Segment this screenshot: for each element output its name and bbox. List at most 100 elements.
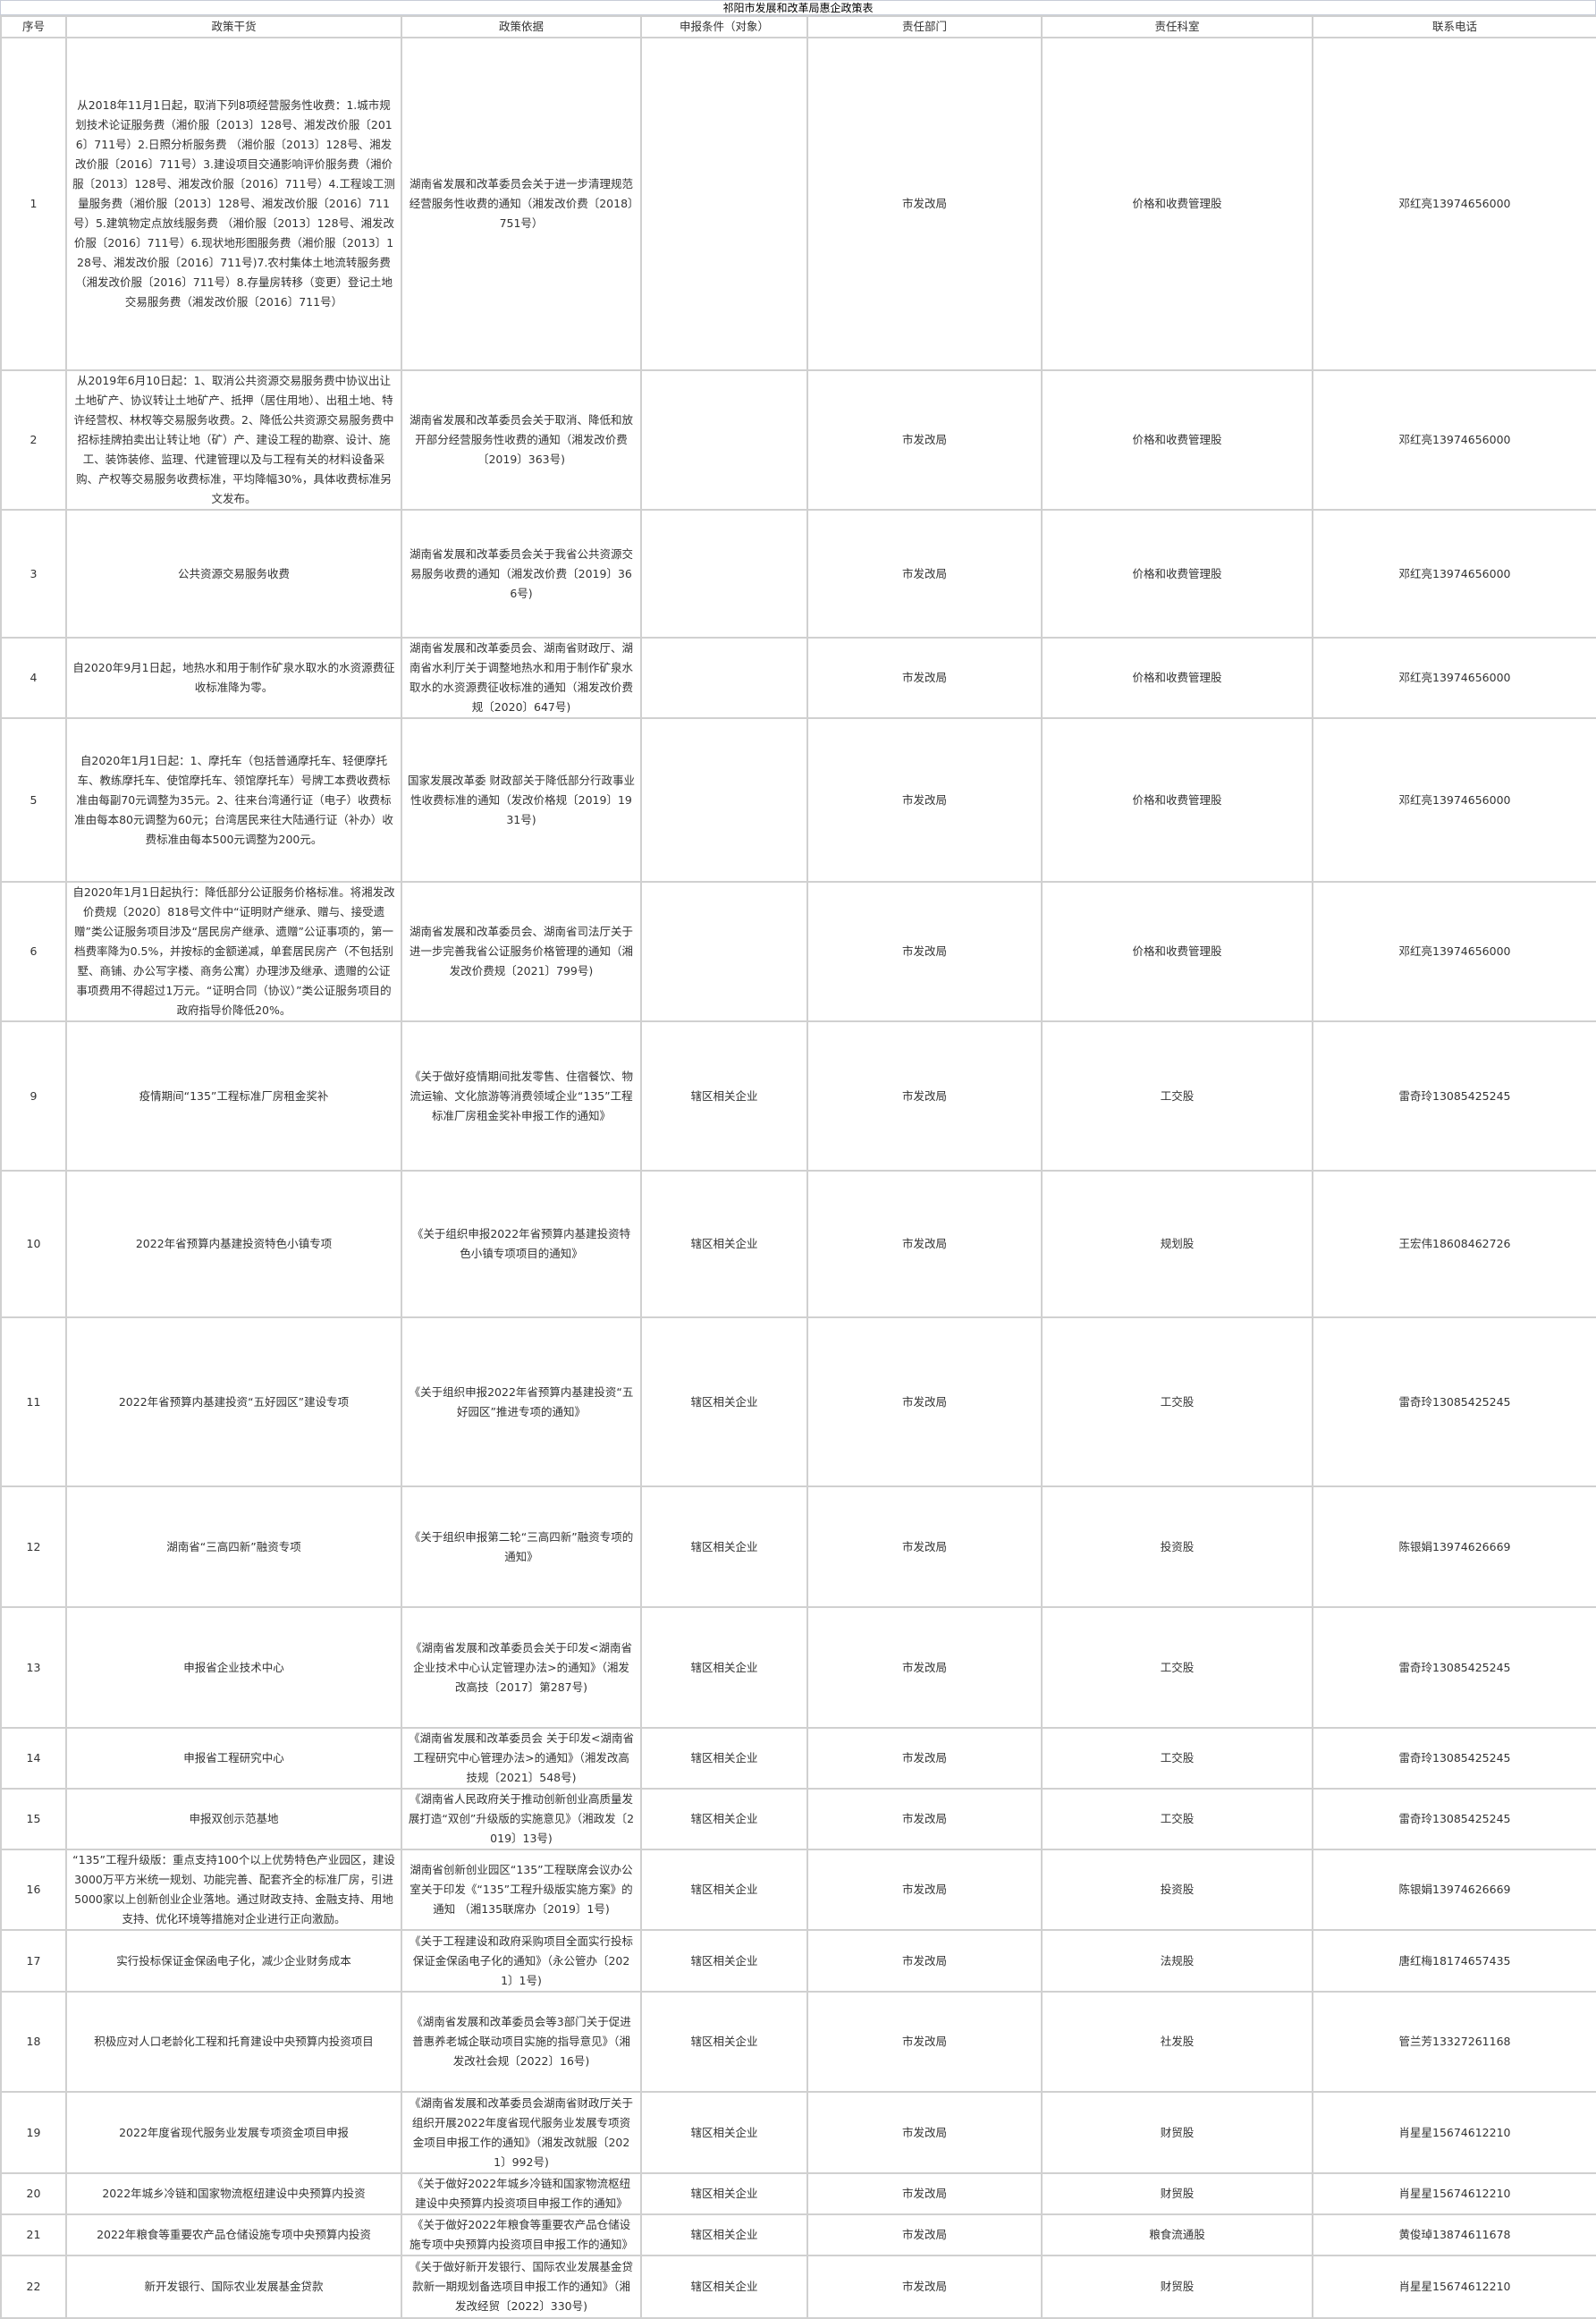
cell-content: 自2020年1月1日起执行：降低部分公证服务价格标准。将湘发改价费规〔2020〕… xyxy=(65,881,402,1022)
cell-basis: 《湖南省发展和改革委员会等3部门关于促进普惠养老城企联动项目实施的指导意见》（湘… xyxy=(401,1991,642,2093)
cell-office: 工交股 xyxy=(1041,1316,1313,1487)
cell-phone: 管兰芳13327261168 xyxy=(1312,1991,1596,2093)
cell-phone: 陈银娟13974626669 xyxy=(1312,1485,1596,1608)
cell-target xyxy=(640,717,808,883)
cell-dept: 市发改局 xyxy=(806,2213,1043,2256)
cell-dept: 市发改局 xyxy=(806,2172,1043,2215)
table-row: 21 2022年粮食等重要农产品仓储设施专项中央预算内投资 《关于做好2022年粮食… xyxy=(0,2213,1596,2256)
cell-phone: 肖星星15674612210 xyxy=(1312,2255,1596,2319)
cell-phone: 雷奇玲13085425245 xyxy=(1312,1788,1596,1850)
table-row: 19 2022年度省现代服务业发展专项资金项目申报 《湖南省发展和改革委员会湖南省财… xyxy=(0,2091,1596,2174)
cell-target xyxy=(640,881,808,1022)
cell-target: 辖区相关企业 xyxy=(640,1316,808,1487)
cell-target: 辖区相关企业 xyxy=(640,1606,808,1729)
cell-no: 19 xyxy=(0,2091,67,2174)
cell-office: 财贸股 xyxy=(1041,2255,1313,2319)
cell-content: 2022年城乡冷链和国家物流枢纽建设中央预算内投资 xyxy=(65,2172,402,2215)
header-phone: 联系电话 xyxy=(1312,15,1596,38)
cell-content: 2022年粮食等重要农产品仓储设施专项中央预算内投资 xyxy=(65,2213,402,2256)
cell-target: 辖区相关企业 xyxy=(640,1991,808,2093)
cell-no: 6 xyxy=(0,881,67,1022)
cell-basis: 湖南省发展和改革委员会、湖南省财政厅、湖南省水利厅关于调整地热水和用于制作矿泉水… xyxy=(401,637,642,719)
cell-office: 规划股 xyxy=(1041,1170,1313,1318)
cell-basis: 《关于组织申报第二轮“三高四新”融资专项的通知》 xyxy=(401,1485,642,1608)
cell-basis: 《关于组织申报2022年省预算内基建投资“五好园区”推进专项的通知》 xyxy=(401,1316,642,1487)
cell-office: 财贸股 xyxy=(1041,2091,1313,2174)
cell-phone: 雷奇玲13085425245 xyxy=(1312,1606,1596,1729)
cell-target: 辖区相关企业 xyxy=(640,2091,808,2174)
table-title: 祁阳市发展和改革局惠企政策表 xyxy=(0,0,1596,15)
cell-basis: 湖南省发展和改革委员会关于进一步清理规范经营服务性收费的通知（湘发改价费〔201… xyxy=(401,37,642,371)
cell-basis: 《湖南省发展和改革委员会关于印发<湖南省企业技术中心认定管理办法>的通知》（湘发… xyxy=(401,1606,642,1729)
cell-target: 辖区相关企业 xyxy=(640,1170,808,1318)
cell-content: 2022年度省现代服务业发展专项资金项目申报 xyxy=(65,2091,402,2174)
cell-phone: 黄俊琸13874611678 xyxy=(1312,2213,1596,2256)
table-row: 22 新开发银行、国际农业发展基金贷款 《关于做好新开发银行、国际农业发展基金贷款新… xyxy=(0,2255,1596,2319)
header-content: 政策干货 xyxy=(65,15,402,38)
cell-basis: 湖南省发展和改革委员会、湖南省司法厅关于进一步完善我省公证服务价格管理的通知（湘… xyxy=(401,881,642,1022)
cell-office: 财贸股 xyxy=(1041,2172,1313,2215)
cell-no: 11 xyxy=(0,1316,67,1487)
cell-dept: 市发改局 xyxy=(806,1606,1043,1729)
cell-office: 工交股 xyxy=(1041,1606,1313,1729)
table-row: 11 2022年省预算内基建投资“五好园区”建设专项 《关于组织申报2022年省预算… xyxy=(0,1316,1596,1487)
cell-basis: 《关于组织申报2022年省预算内基建投资特色小镇专项项目的通知》 xyxy=(401,1170,642,1318)
cell-no: 4 xyxy=(0,637,67,719)
header-basis: 政策依据 xyxy=(401,15,642,38)
cell-phone: 肖星星15674612210 xyxy=(1312,2172,1596,2215)
cell-dept: 市发改局 xyxy=(806,881,1043,1022)
cell-content: 实行投标保证金保函电子化，减少企业财务成本 xyxy=(65,1929,402,1993)
cell-basis: 《湖南省发展和改革委员会湖南省财政厅关于组织开展2022年度省现代服务业发展专项… xyxy=(401,2091,642,2174)
table-row: 14 申报省工程研究中心 《湖南省发展和改革委员会 关于印发<湖南省工程研究中心管理… xyxy=(0,1727,1596,1790)
cell-office: 社发股 xyxy=(1041,1991,1313,2093)
cell-phone: 雷奇玲13085425245 xyxy=(1312,1727,1596,1790)
cell-target: 辖区相关企业 xyxy=(640,1929,808,1993)
cell-content: 新开发银行、国际农业发展基金贷款 xyxy=(65,2255,402,2319)
cell-no: 16 xyxy=(0,1849,67,1931)
cell-phone: 邓红亮13974656000 xyxy=(1312,717,1596,883)
header-no: 序号 xyxy=(0,15,67,38)
table-row: 12 湖南省“三高四新”融资专项 《关于组织申报第二轮“三高四新”融资专项的通知》辖… xyxy=(0,1485,1596,1608)
cell-dept: 市发改局 xyxy=(806,509,1043,639)
cell-target xyxy=(640,37,808,371)
cell-content: 从2018年11月1日起，取消下列8项经营服务性收费：1.城市规划技术论证服务费… xyxy=(65,37,402,371)
cell-basis: 《关于做好2022年城乡冷链和国家物流枢纽建设中央预算内投资项目申报工作的通知》 xyxy=(401,2172,642,2215)
cell-no: 10 xyxy=(0,1170,67,1318)
cell-no: 20 xyxy=(0,2172,67,2215)
table-row: 17 实行投标保证金保函电子化，减少企业财务成本 《关于工程建设和政府采购项目全面实… xyxy=(0,1929,1596,1993)
cell-content: “135”工程升级版：重点支持100个以上优势特色产业园区，建设3000万平方米… xyxy=(65,1849,402,1931)
cell-office: 法规股 xyxy=(1041,1929,1313,1993)
table-row: 9 疫情期间“135”工程标准厂房租金奖补 《关于做好疫情期间批发零售、住宿餐饮、物… xyxy=(0,1020,1596,1172)
cell-target: 辖区相关企业 xyxy=(640,1020,808,1172)
cell-target xyxy=(640,637,808,719)
cell-phone: 邓红亮13974656000 xyxy=(1312,37,1596,371)
cell-no: 3 xyxy=(0,509,67,639)
cell-office: 工交股 xyxy=(1041,1727,1313,1790)
cell-basis: 湖南省发展和改革委员会关于我省公共资源交易服务收费的通知（湘发改价费〔2019〕… xyxy=(401,509,642,639)
cell-content: 积极应对人口老龄化工程和托育建设中央预算内投资项目 xyxy=(65,1991,402,2093)
table-row: 10 2022年省预算内基建投资特色小镇专项 《关于组织申报2022年省预算内基建投… xyxy=(0,1170,1596,1318)
cell-phone: 王宏伟18608462726 xyxy=(1312,1170,1596,1318)
cell-content: 疫情期间“135”工程标准厂房租金奖补 xyxy=(65,1020,402,1172)
cell-content: 从2019年6月10日起：1、取消公共资源交易服务费中协议出让土地矿产、协议转让… xyxy=(65,369,402,511)
cell-target: 辖区相关企业 xyxy=(640,2172,808,2215)
cell-basis: 《关于做好2022年粮食等重要农产品仓储设施专项中央预算内投资项目申报工作的通知… xyxy=(401,2213,642,2256)
cell-dept: 市发改局 xyxy=(806,1316,1043,1487)
cell-dept: 市发改局 xyxy=(806,1991,1043,2093)
table-row: 20 2022年城乡冷链和国家物流枢纽建设中央预算内投资 《关于做好2022年城乡冷… xyxy=(0,2172,1596,2215)
table-row: 2 从2019年6月10日起：1、取消公共资源交易服务费中协议出让土地矿产、协议转… xyxy=(0,369,1596,511)
header-office: 责任科室 xyxy=(1041,15,1313,38)
table-row: 5 自2020年1月1日起：1、摩托车（包括普通摩托车、轻便摩托车、教练摩托车、使… xyxy=(0,717,1596,883)
header-dept: 责任部门 xyxy=(806,15,1043,38)
cell-dept: 市发改局 xyxy=(806,1727,1043,1790)
cell-phone: 陈银娟13974626669 xyxy=(1312,1849,1596,1931)
header-target: 申报条件（对象） xyxy=(640,15,808,38)
cell-dept: 市发改局 xyxy=(806,637,1043,719)
cell-office: 投资股 xyxy=(1041,1485,1313,1608)
cell-no: 1 xyxy=(0,37,67,371)
cell-content: 公共资源交易服务收费 xyxy=(65,509,402,639)
cell-target: 辖区相关企业 xyxy=(640,1849,808,1931)
cell-office: 价格和收费管理股 xyxy=(1041,637,1313,719)
cell-no: 15 xyxy=(0,1788,67,1850)
table-row: 13 申报省企业技术中心 《湖南省发展和改革委员会关于印发<湖南省企业技术中心认定管… xyxy=(0,1606,1596,1729)
